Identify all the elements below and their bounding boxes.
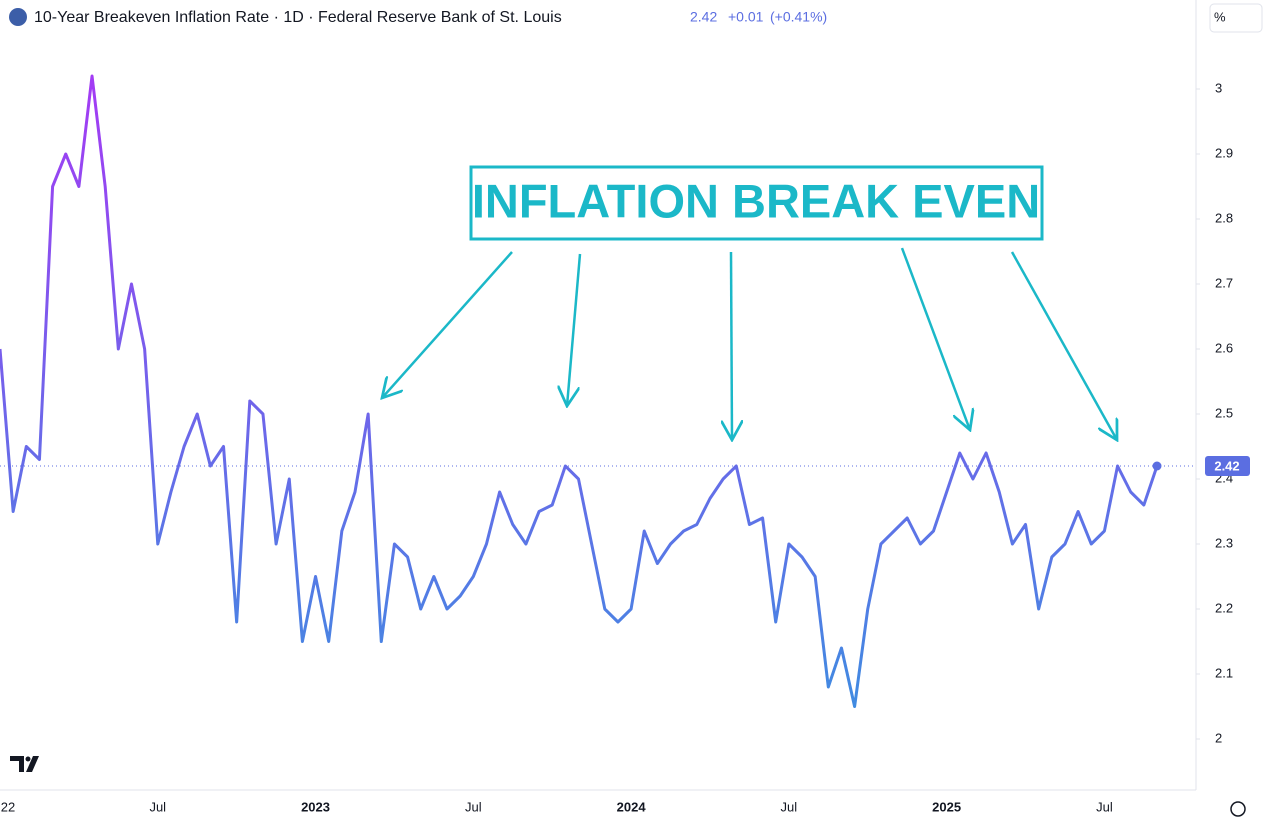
header-change: +0.01 [728,9,764,25]
header-title: 10-Year Breakeven Inflation Rate · 1D · … [34,9,562,26]
arrow [382,251,513,398]
settings-icon[interactable] [1230,801,1246,817]
x-tick-label: Jul [149,799,166,814]
y-tick-label: 2.9 [1215,145,1233,160]
y-tick-label: 2.1 [1215,665,1233,680]
unit-label: % [1214,9,1226,24]
annotation-box [469,165,1044,241]
price-tag [1205,456,1250,476]
y-tick-label: 2 [1215,730,1222,745]
x-tick-label: 2025 [932,799,961,814]
flag-icon [9,8,27,26]
y-tick-label: 2.2 [1215,600,1233,615]
annotation: INFLATION BREAK EVEN [382,165,1117,440]
y-tick-label: 2.6 [1215,340,1233,355]
tv-logo [10,756,39,772]
x-tick-label: Jul [1096,799,1113,814]
y-tick-label: 2.3 [1215,535,1233,550]
arrow [731,251,732,440]
arrow [900,247,970,430]
y-tick-label: 2.8 [1215,210,1233,225]
annotation-text: INFLATION BREAK EVEN [472,174,1040,227]
series-line [0,74,1159,708]
x-tick-label: Jul [781,799,798,814]
header-last: 2.42 [690,9,717,25]
arrow [567,253,582,406]
header-change-pct: (+0.41%) [770,9,827,25]
x-tick-label: 22 [1,799,15,814]
price-tag-label: 2.42 [1214,458,1239,473]
arrow [1010,251,1117,440]
y-tick-label: 3 [1215,80,1222,95]
y-tick-label: 2.5 [1215,405,1233,420]
x-tick-label: 2024 [617,799,647,814]
x-tick-label: Jul [465,799,482,814]
y-tick-label: 2.7 [1215,275,1233,290]
x-tick-label: 2023 [301,799,330,814]
unit-box[interactable] [1209,3,1263,33]
